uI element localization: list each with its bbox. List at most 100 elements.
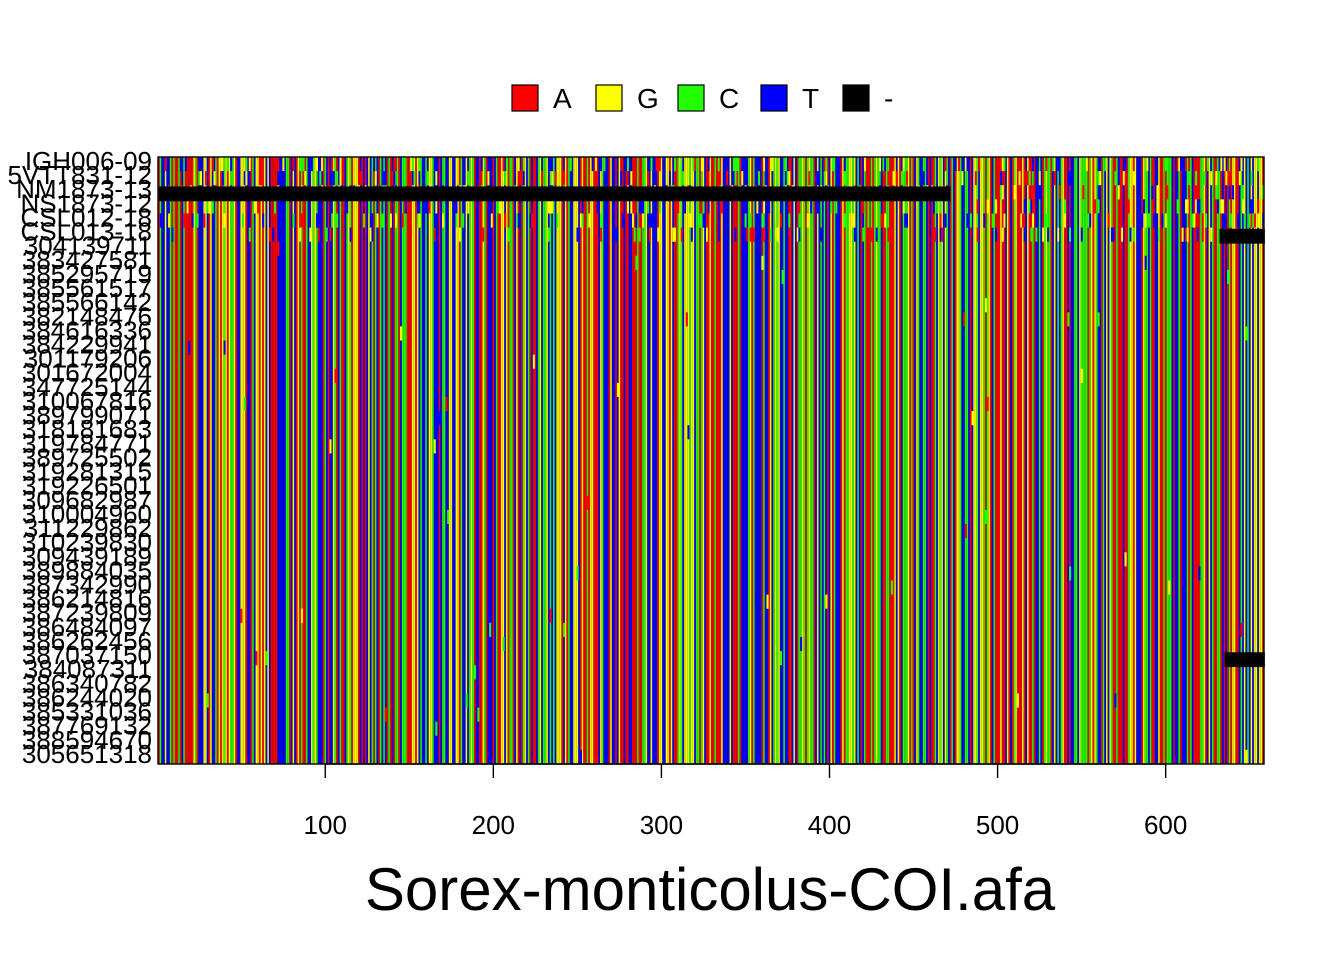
variant-cell (621, 213, 624, 228)
variant-cell (746, 227, 749, 242)
base-column (1001, 157, 1004, 764)
variant-cell (549, 199, 552, 214)
variant-cell (1198, 199, 1201, 214)
variant-cell (339, 157, 342, 172)
variant-cell (700, 199, 703, 214)
base-column (885, 157, 888, 764)
base-column (268, 157, 271, 764)
base-column (694, 157, 697, 764)
base-column (734, 157, 737, 764)
base-column (220, 157, 223, 764)
base-column (1114, 157, 1117, 764)
variant-cell (586, 495, 589, 510)
variant-cell (1097, 312, 1100, 327)
base-column (553, 157, 555, 764)
base-column (341, 157, 344, 764)
variant-cell (1097, 171, 1100, 186)
variant-cell (852, 213, 855, 228)
base-column (1005, 157, 1008, 764)
base-column (853, 157, 856, 764)
base-column (223, 157, 226, 764)
base-column (759, 157, 762, 764)
variant-cell (1047, 227, 1050, 242)
variant-cell (551, 171, 554, 186)
variant-cell (616, 382, 619, 397)
variant-cell (788, 213, 791, 228)
variant-cell (395, 157, 397, 172)
variant-cell (203, 213, 206, 228)
base-column (611, 157, 614, 764)
variant-cell (196, 213, 199, 228)
base-column (657, 157, 660, 764)
variant-cell (1166, 185, 1169, 200)
base-column (391, 157, 394, 764)
base-column (727, 157, 730, 764)
base-column (764, 157, 767, 764)
base-column (974, 157, 977, 764)
base-column (1154, 157, 1157, 764)
variant-cell (734, 227, 737, 242)
variant-cell (961, 171, 964, 186)
base-column (843, 157, 846, 764)
row-label: 382148476 (22, 301, 152, 331)
variant-cell (211, 199, 214, 214)
variant-cell (1196, 227, 1199, 242)
variant-cell (438, 411, 441, 426)
variant-cell (766, 594, 769, 609)
base-column (875, 157, 878, 764)
base-column (1023, 157, 1026, 764)
base-column (813, 157, 816, 764)
variant-cell (502, 157, 505, 172)
variant-cell (717, 213, 720, 228)
base-column (416, 157, 419, 764)
variant-cell (1038, 171, 1041, 186)
base-column (909, 157, 912, 764)
variant-cell (458, 227, 461, 242)
variant-cell (779, 213, 782, 228)
base-column (1018, 157, 1021, 764)
variant-cell (213, 171, 216, 186)
variant-cell (763, 157, 766, 172)
base-column (517, 157, 520, 764)
variant-cell (1257, 157, 1260, 172)
base-column (675, 157, 678, 764)
base-column (818, 157, 821, 764)
variant-cell (339, 171, 342, 186)
base-column (252, 157, 255, 764)
base-column (265, 157, 268, 764)
base-column (505, 157, 508, 764)
variant-cell (1001, 227, 1004, 242)
base-column (808, 157, 811, 764)
base-column (1190, 157, 1193, 764)
variant-cell (208, 199, 211, 214)
row-label: 310239830 (22, 527, 152, 557)
base-column (711, 157, 713, 764)
variant-cell (1252, 213, 1255, 228)
variant-cell (974, 171, 977, 186)
variant-cell (183, 213, 186, 228)
base-column (573, 157, 576, 764)
base-column (1021, 157, 1024, 764)
variant-cell (1232, 185, 1235, 200)
legend-swatch-4 (760, 84, 788, 112)
variant-cell (384, 707, 387, 722)
variant-cell (248, 227, 251, 242)
variant-cell (1058, 185, 1061, 200)
base-column (443, 157, 446, 764)
base-column (554, 157, 557, 764)
variant-cell (825, 594, 828, 609)
base-column (1164, 157, 1167, 764)
base-column (1072, 157, 1075, 764)
base-column (1020, 157, 1023, 764)
variant-cell (603, 157, 606, 172)
base-column (608, 157, 611, 764)
variant-cell (389, 213, 392, 228)
base-column (840, 157, 843, 764)
base-column (1065, 157, 1068, 764)
variant-cell (647, 199, 650, 214)
base-column (660, 157, 663, 764)
base-column (188, 157, 191, 764)
base-column (433, 157, 436, 764)
variant-cell (447, 509, 450, 525)
variant-cell (467, 171, 470, 186)
